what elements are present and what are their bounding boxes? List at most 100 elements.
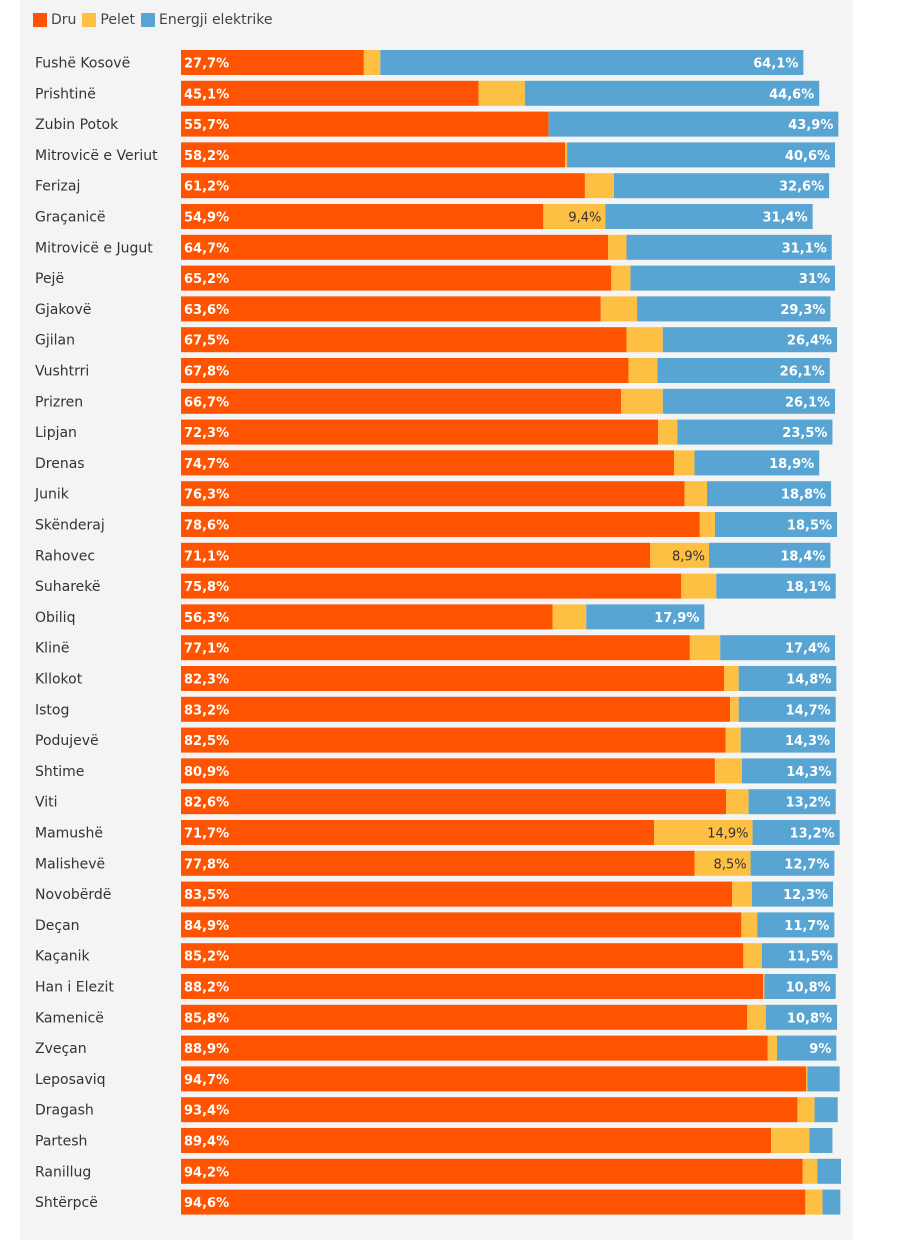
bar-segment-pelet: [600, 296, 638, 322]
bar-segment-pelet: [726, 789, 749, 815]
category-label: Kaçanik: [35, 949, 91, 965]
bar-segment-dru: [181, 542, 651, 568]
bar-segment-energji: [738, 696, 836, 722]
data-label-energji: 9%: [809, 1042, 831, 1057]
bar-row: Skënderaj 78,6% 18,5%: [35, 512, 838, 537]
bar-row: Ranillug 94,2%: [35, 1158, 841, 1184]
data-label-dru: 94,2%: [184, 1165, 229, 1180]
data-label-dru: 82,6%: [184, 796, 229, 811]
bar-row: Han i Elezit 88,2% 10,8%: [35, 974, 836, 999]
bar-row: Podujevë 82,5% 14,3%: [35, 727, 836, 753]
bar-segment-energji: [809, 1128, 833, 1153]
bar-row: Novobërdë 83,5% 12,3%: [35, 881, 834, 907]
legend-swatch-dru: [33, 13, 47, 27]
bar-segment-pelet: [797, 1097, 815, 1123]
bar-segment-energji: [750, 850, 835, 876]
bar-segment-pelet: [478, 80, 525, 106]
category-label: Podujevë: [35, 733, 99, 749]
data-label-pelet: 8,5%: [714, 857, 747, 872]
bar-row: Fushë Kosovë 27,7% 64,1%: [35, 50, 804, 75]
data-label-dru: 72,3%: [184, 426, 229, 441]
data-label-energji: 18,4%: [780, 549, 825, 564]
bar-segment-dru: [181, 1097, 798, 1123]
bar-segment-dru: [181, 265, 612, 291]
bar-segment-energji: [657, 358, 830, 383]
bar-segment-pelet: [732, 881, 752, 907]
legend-label-energji: Energji elektrike: [158, 12, 273, 28]
bar-row: Malishevë 77,8% 8,5% 12,7%: [35, 850, 835, 876]
bar-segment-dru: [181, 635, 690, 661]
bar-segment-pelet: [747, 1004, 766, 1030]
bar-segment-energji: [662, 327, 838, 353]
bar-segment-pelet: [689, 635, 721, 661]
legend-label-dru: Dru: [51, 12, 77, 28]
bar-segment-energji: [720, 635, 836, 661]
bar-segment-dru: [181, 481, 685, 507]
legend-swatch-pelet: [82, 13, 97, 27]
data-label-dru: 75,8%: [184, 580, 229, 595]
bar-row: Pejë 65,2% 31%: [35, 265, 836, 291]
bar-segment-dru: [181, 234, 609, 260]
category-label: Gjakovë: [35, 302, 91, 318]
legend-swatch-energji: [140, 13, 155, 27]
bar-row: Prishtinë 45,1% 44,6%: [35, 80, 820, 106]
bar-segment-dru: [181, 789, 727, 815]
data-label-energji: 10,8%: [786, 981, 831, 996]
bar-segment-pelet: [694, 850, 751, 876]
data-label-energji: 18,5%: [787, 519, 832, 534]
bar-segment-dru: [181, 604, 553, 630]
category-label: Suharekë: [35, 579, 101, 595]
bar-segment-energji: [822, 1189, 841, 1215]
bar-segment-energji: [707, 481, 832, 507]
data-label-energji: 40,6%: [785, 149, 830, 164]
bar-segment-dru: [181, 1158, 803, 1184]
category-label: Fushë Kosovë: [35, 56, 130, 72]
category-label: Ferizaj: [35, 179, 80, 195]
category-label: Partesh: [35, 1134, 87, 1150]
bar-row: Gjakovë 63,6% 29,3%: [35, 296, 831, 322]
bar-segment-pelet: [741, 912, 758, 938]
category-label: Dragash: [35, 1103, 94, 1119]
category-label: Zubin Potok: [35, 117, 119, 133]
data-label-dru: 94,6%: [184, 1196, 229, 1211]
bar-segment-energji: [709, 542, 831, 568]
data-label-dru: 76,3%: [184, 488, 229, 503]
category-label: Novobërdë: [35, 887, 111, 903]
category-label: Graçanicë: [35, 210, 106, 226]
data-label-energji: 18,8%: [781, 488, 826, 503]
data-label-dru: 61,2%: [184, 180, 229, 195]
data-label-dru: 83,5%: [184, 888, 229, 903]
bar-row: Kamenicë 85,8% 10,8%: [35, 1004, 838, 1030]
bar-row: Shtërpcë 94,6%: [35, 1189, 841, 1215]
data-label-dru: 88,9%: [184, 1042, 229, 1057]
bar-segment-energji: [626, 234, 832, 260]
data-label-energji: 43,9%: [788, 118, 833, 133]
data-label-dru: 93,4%: [184, 1104, 229, 1119]
data-label-energji: 17,9%: [654, 611, 699, 626]
bar-segment-energji: [764, 974, 836, 999]
bar-segment-dru: [181, 850, 695, 876]
bar-segment-energji: [765, 1004, 838, 1030]
category-label: Gjilan: [35, 333, 75, 349]
bar-segment-energji: [740, 727, 836, 753]
data-label-energji: 26,1%: [785, 395, 830, 410]
bar-segment-pelet: [763, 974, 765, 999]
bar-segment-energji: [738, 666, 837, 691]
bar-row: Vushtrri 67,8% 26,1%: [35, 358, 830, 383]
legend-item-pelet: Pelet: [82, 12, 135, 28]
bar-segment-energji: [548, 111, 839, 137]
data-label-energji: 13,2%: [790, 827, 835, 842]
bar-segment-dru: [181, 943, 744, 969]
data-label-energji: 14,7%: [786, 703, 831, 718]
bar-segment-pelet: [771, 1128, 810, 1153]
bar-segment-dru: [181, 974, 764, 999]
bar-row: Junik 76,3% 18,8%: [34, 481, 832, 507]
data-label-dru: 77,8%: [184, 857, 229, 872]
bar-row: Drenas 74,7% 18,9%: [35, 450, 820, 476]
data-label-dru: 83,2%: [184, 703, 229, 718]
bar-segment-pelet: [658, 419, 678, 445]
data-label-dru: 94,7%: [184, 1073, 229, 1088]
bar-segment-pelet: [767, 1035, 777, 1061]
bar-segment-pelet: [805, 1189, 823, 1215]
category-label: Istog: [35, 702, 69, 718]
